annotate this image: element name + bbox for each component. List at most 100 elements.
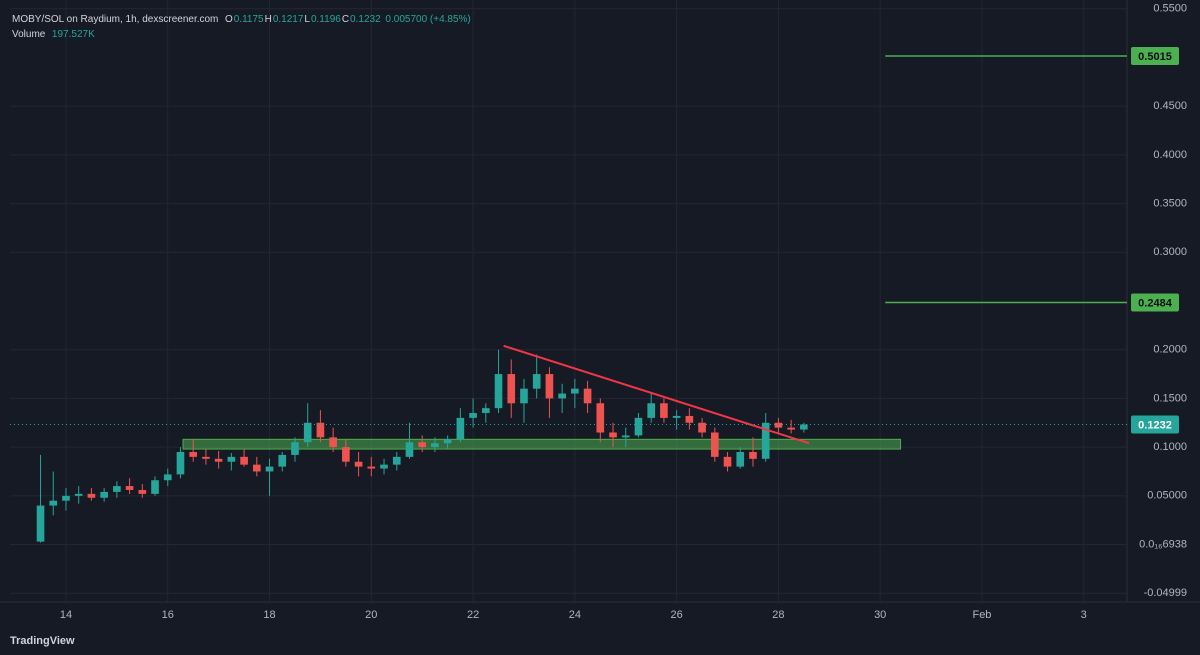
candle-body	[621, 435, 630, 438]
ohlc-key: H	[264, 14, 272, 25]
y-tick-label: 0.0₁₆6938	[1139, 538, 1187, 550]
candle-body	[672, 415, 681, 418]
brand: TradingView	[10, 635, 75, 647]
candle-body	[494, 374, 503, 409]
ohlc-value: 0.1232	[350, 14, 381, 25]
candle-body	[125, 486, 134, 490]
y-tick-label: 0.5500	[1153, 3, 1187, 15]
candle-body	[214, 458, 223, 462]
candle-body	[380, 464, 388, 469]
candle-body	[100, 491, 108, 498]
candle-body	[392, 456, 401, 465]
candle-body	[303, 422, 312, 443]
candle-body	[113, 486, 121, 492]
candle-body	[571, 388, 579, 394]
candle-body	[252, 464, 261, 472]
candle-body	[418, 442, 427, 448]
ohlc-key: C	[341, 14, 350, 25]
x-tick-label: 30	[874, 609, 886, 621]
support-zone	[182, 438, 902, 450]
price-badge-label: 0.2484	[1138, 297, 1173, 309]
candle-body	[240, 456, 248, 465]
candle-body	[329, 437, 337, 448]
x-tick-label: 20	[365, 609, 377, 621]
y-tick-label: 0.4500	[1153, 100, 1187, 112]
x-tick-label: 3	[1081, 609, 1087, 621]
ohlc-value: 0.1196	[310, 14, 341, 25]
ohlc: O0.1175H0.1217L0.1196C0.1232	[225, 14, 382, 25]
candle-body	[469, 413, 477, 418]
trendline	[503, 344, 810, 445]
candle-body	[481, 408, 490, 414]
x-tick-label: 26	[671, 609, 683, 621]
candle-body	[227, 456, 236, 462]
symbol: MOBY/SOL on Raydium, 1h, dexscreener.com	[12, 14, 219, 25]
candle-body	[723, 456, 732, 467]
x-tick-label: 22	[467, 609, 479, 621]
candle-body	[49, 500, 58, 506]
y-tick-label: 0.2000	[1153, 344, 1187, 356]
candle-body	[583, 388, 592, 404]
candle-body	[609, 432, 617, 438]
candle-body	[660, 403, 668, 418]
candle-body	[316, 422, 325, 438]
candle-body	[787, 427, 795, 430]
x-tick-label: 18	[263, 609, 275, 621]
candle-body	[507, 374, 516, 404]
price-badge	[1131, 415, 1179, 434]
candle-body	[278, 454, 287, 467]
x-tick-label: 16	[162, 609, 174, 621]
candle-body	[761, 422, 770, 459]
candle-body	[189, 451, 198, 457]
candle-body	[520, 388, 528, 404]
x-tick-label: 24	[569, 609, 581, 621]
legend: MOBY/SOL on Raydium, 1h, dexscreener.com…	[12, 12, 472, 42]
candle-body	[87, 493, 96, 498]
price-badge	[1131, 293, 1179, 312]
y-tick-label: 0.05000	[1147, 490, 1187, 502]
candle-body	[532, 374, 541, 389]
x-tick-label: 28	[772, 609, 784, 621]
candle-body	[265, 466, 274, 472]
price-badge-label: 0.1232	[1138, 419, 1172, 431]
y-tick-label: 0.1500	[1153, 392, 1187, 404]
candle-body	[800, 424, 808, 430]
x-tick-label: 14	[60, 609, 72, 621]
candle-body	[367, 466, 376, 469]
candle-body	[774, 422, 783, 428]
candle-body	[685, 415, 694, 423]
candle-body	[634, 417, 643, 436]
candle-body	[202, 456, 210, 459]
y-tick-label: 0.3500	[1153, 197, 1187, 209]
candle-body	[736, 451, 745, 467]
y-tick-label: 0.1000	[1153, 441, 1187, 453]
candle-body	[405, 442, 414, 457]
candle-body	[443, 439, 452, 444]
price-badge-label: 0.5015	[1138, 51, 1172, 63]
candle-body	[596, 403, 605, 433]
x-tick-label: Feb	[972, 609, 991, 621]
candle-body	[74, 493, 83, 496]
candle-body	[456, 417, 465, 440]
candle-body	[163, 474, 172, 481]
candle-body	[698, 422, 706, 433]
candle-body	[647, 403, 656, 418]
candle-body	[558, 393, 566, 399]
ohlc-value: 0.1217	[272, 14, 304, 25]
volume-row: Volume 197.527K	[12, 27, 472, 42]
candle-body	[151, 480, 159, 494]
candle-body	[62, 495, 70, 501]
candle-body	[545, 374, 554, 399]
candle-body	[749, 451, 757, 459]
y-tick-label: 0.4000	[1153, 149, 1187, 161]
ohlc-key: O	[224, 14, 233, 25]
candle-body	[710, 432, 719, 457]
candle-body	[138, 489, 147, 494]
candle-body	[291, 442, 299, 455]
candle-body	[354, 461, 363, 467]
candle-body	[176, 451, 185, 475]
y-tick-label: 0.3000	[1153, 246, 1187, 258]
volume-label: Volume	[12, 29, 46, 40]
